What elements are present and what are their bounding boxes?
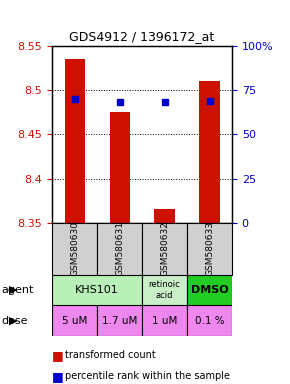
Text: 0.1 %: 0.1 % (195, 316, 224, 326)
Bar (155, 209, 175, 223)
FancyBboxPatch shape (187, 275, 232, 305)
Text: KHS101: KHS101 (75, 285, 119, 295)
Text: DMSO: DMSO (191, 285, 228, 295)
Text: dose: dose (1, 316, 28, 326)
Text: GSM580632: GSM580632 (160, 221, 169, 276)
FancyBboxPatch shape (97, 223, 142, 275)
Title: GDS4912 / 1396172_at: GDS4912 / 1396172_at (70, 30, 215, 43)
FancyBboxPatch shape (187, 305, 232, 336)
Text: transformed count: transformed count (65, 350, 156, 360)
Bar (110, 112, 130, 223)
FancyBboxPatch shape (52, 275, 142, 305)
Text: agent: agent (1, 285, 34, 295)
FancyBboxPatch shape (142, 305, 187, 336)
FancyBboxPatch shape (187, 223, 232, 275)
Text: ▶: ▶ (9, 316, 17, 326)
Text: GSM580631: GSM580631 (115, 221, 124, 276)
Text: GSM580633: GSM580633 (205, 221, 214, 276)
Bar (65, 59, 85, 223)
Text: ■: ■ (52, 370, 64, 383)
FancyBboxPatch shape (97, 305, 142, 336)
Text: ▶: ▶ (9, 285, 17, 295)
Bar (200, 81, 220, 223)
FancyBboxPatch shape (142, 275, 187, 305)
Text: 1.7 uM: 1.7 uM (102, 316, 137, 326)
FancyBboxPatch shape (142, 223, 187, 275)
Text: percentile rank within the sample: percentile rank within the sample (65, 371, 230, 381)
Text: 1 uM: 1 uM (152, 316, 177, 326)
Text: retinoic
acid: retinoic acid (149, 280, 180, 300)
Text: 5 uM: 5 uM (62, 316, 87, 326)
FancyBboxPatch shape (52, 305, 97, 336)
Text: GSM580630: GSM580630 (70, 221, 79, 276)
FancyBboxPatch shape (52, 223, 97, 275)
Text: ■: ■ (52, 349, 64, 362)
